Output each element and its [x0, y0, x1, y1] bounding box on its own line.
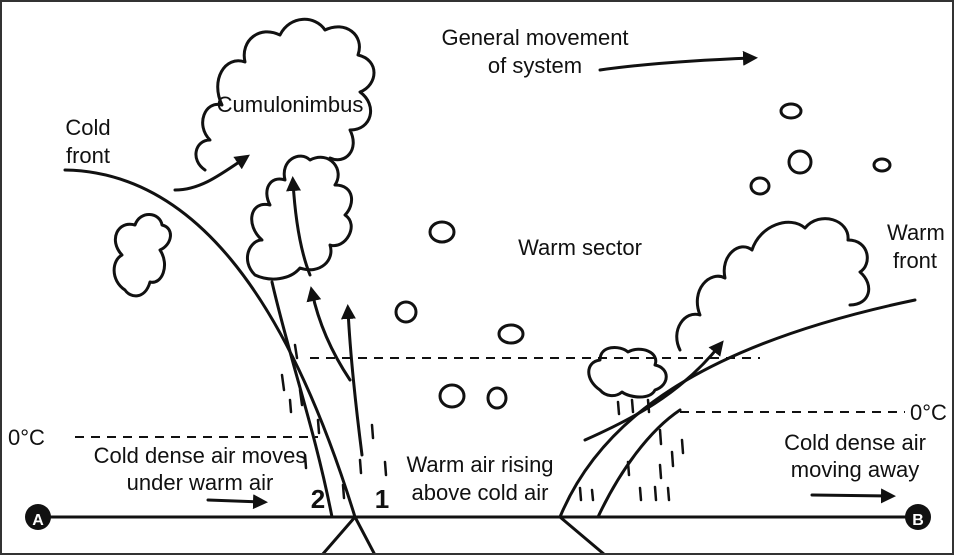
cold-front-lower: [353, 515, 376, 553]
arrow: [306, 286, 352, 382]
arrow: [173, 154, 250, 192]
label: of system: [488, 53, 582, 78]
arrow: [583, 340, 724, 442]
cold-front-inner: [270, 280, 334, 519]
cloud: [486, 386, 508, 410]
label: Cold: [65, 115, 110, 140]
warm-front-lower: [558, 515, 605, 553]
label: front: [66, 143, 110, 168]
arrow: [286, 176, 312, 277]
cloud: [112, 213, 172, 298]
cloud: [438, 383, 466, 409]
cloud: [428, 220, 456, 244]
label: moving away: [791, 457, 919, 482]
label: Warm sector: [518, 235, 642, 260]
arrow: [206, 494, 268, 510]
arrow: [598, 50, 758, 72]
label: under warm air: [127, 470, 274, 495]
warm-front-inner: [596, 408, 682, 519]
label: 0°C: [8, 425, 45, 450]
label: Cold dense air: [784, 430, 926, 455]
label: 0°C: [910, 400, 947, 425]
label: Cumulonimbus: [217, 92, 364, 117]
label: above cold air: [412, 480, 549, 505]
warm-front-line: [558, 298, 917, 519]
rain: [280, 343, 685, 502]
label: Warm air rising: [406, 452, 553, 477]
marker-label: 1: [375, 484, 389, 514]
cloud: [787, 149, 813, 175]
cloud: [194, 17, 376, 172]
arrow: [340, 304, 364, 457]
label: Warm: [887, 220, 945, 245]
cloud: [497, 323, 525, 345]
point-label: B: [912, 512, 924, 529]
cloud: [872, 157, 892, 173]
cloud: [245, 154, 354, 281]
cloud: [587, 346, 668, 399]
point-label: A: [32, 512, 44, 529]
label: General movement: [441, 25, 628, 50]
point-marker: [25, 504, 51, 530]
cold-front-line: [63, 168, 357, 553]
label: front: [893, 248, 937, 273]
cloud: [779, 102, 803, 120]
cloud: [394, 300, 418, 324]
label: Cold dense air moves: [94, 443, 307, 468]
arrow: [810, 488, 896, 504]
cloud: [675, 217, 871, 352]
cloud: [749, 176, 771, 196]
point-marker: [905, 504, 931, 530]
marker-label: 2: [311, 484, 325, 514]
